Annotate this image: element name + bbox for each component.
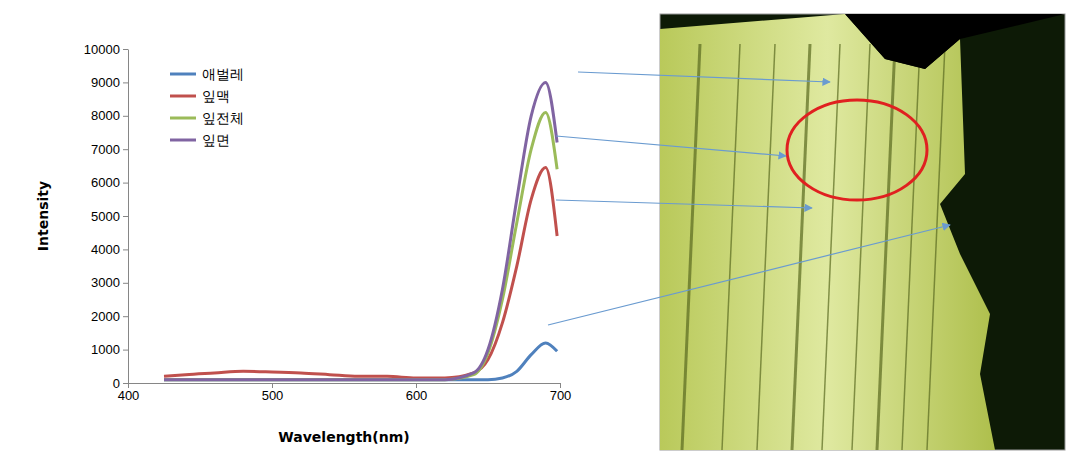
legend: 애벌레잎맥잎전체잎면 — [170, 66, 244, 148]
legend-item: 잎맥 — [170, 88, 230, 104]
y-tick-label: 10000 — [84, 42, 120, 57]
y-tick: 8000 — [91, 108, 128, 123]
y-tick-label: 4000 — [91, 242, 120, 257]
y-tick: 6000 — [91, 175, 128, 190]
legend-item: 잎전체 — [170, 110, 244, 126]
y-tick-label: 6000 — [91, 175, 120, 190]
legend-swatch — [170, 117, 196, 120]
canvas: 0100020003000400050006000700080009000100… — [0, 0, 1089, 465]
series-line — [164, 168, 557, 378]
plot-lines — [164, 82, 557, 379]
arrow — [578, 72, 830, 82]
x-axis-line — [129, 383, 561, 384]
y-tick-label: 3000 — [91, 275, 120, 290]
legend-label: 잎전체 — [202, 110, 244, 126]
x-tick-label: 500 — [262, 388, 284, 403]
legend-label: 잎면 — [202, 132, 230, 148]
leaf-shape — [660, 14, 995, 450]
arrows — [548, 72, 950, 325]
image-dark-region — [845, 14, 1065, 69]
arrow — [548, 225, 950, 325]
y-tick: 10000 — [84, 42, 128, 57]
y-tick: 9000 — [91, 75, 128, 90]
y-tick: 1000 — [91, 342, 128, 357]
y-tick-label: 2000 — [91, 309, 120, 324]
legend-swatch — [170, 95, 196, 98]
leaf-veins — [682, 44, 945, 450]
y-tick-mark — [123, 350, 128, 351]
leaf-vein — [927, 44, 945, 450]
y-tick-label: 8000 — [91, 108, 120, 123]
y-tick-label: 7000 — [91, 142, 120, 157]
legend-label: 애벌레 — [202, 66, 244, 82]
y-axis-line — [128, 50, 129, 384]
arrow — [556, 200, 812, 208]
legend-item: 잎면 — [170, 132, 230, 148]
highlight-ellipse — [787, 100, 927, 200]
y-tick-mark — [123, 249, 128, 250]
x-tick: 600 — [406, 383, 428, 403]
y-tick-mark — [123, 383, 128, 384]
y-tick-label: 5000 — [91, 209, 120, 224]
series-line — [164, 82, 557, 379]
leaf-vein — [722, 44, 740, 450]
y-tick-mark — [123, 82, 128, 83]
y-tick: 4000 — [91, 242, 128, 257]
x-tick-label: 600 — [406, 388, 428, 403]
leaf-vein — [682, 44, 700, 450]
y-tick-mark — [123, 316, 128, 317]
y-axis-title: Intensity — [35, 181, 51, 251]
y-tick-mark — [123, 149, 128, 150]
series-line — [164, 112, 557, 379]
series-line — [164, 343, 557, 380]
y-axis: 0100020003000400050006000700080009000100… — [84, 42, 129, 391]
legend-item: 애벌레 — [170, 66, 244, 82]
leaf-vein — [902, 44, 920, 450]
y-tick-mark — [123, 216, 128, 217]
y-tick: 5000 — [91, 209, 128, 224]
y-tick: 7000 — [91, 142, 128, 157]
legend-label: 잎맥 — [202, 88, 230, 104]
y-tick-mark — [123, 183, 128, 184]
x-tick: 400 — [118, 383, 140, 403]
x-axis: 400 500 600 700 — [118, 383, 572, 403]
y-tick-label: 9000 — [91, 75, 120, 90]
y-tick-mark — [123, 283, 128, 284]
arrow — [556, 136, 786, 156]
y-tick-mark — [123, 49, 128, 50]
y-tick: 3000 — [91, 275, 128, 290]
y-tick: 2000 — [91, 309, 128, 324]
legend-swatch — [170, 73, 196, 76]
y-tick-mark — [123, 116, 128, 117]
x-tick-label: 700 — [550, 388, 572, 403]
x-axis-title: Wavelength(nm) — [278, 429, 409, 445]
legend-swatch — [170, 139, 196, 142]
x-tick: 500 — [262, 383, 284, 403]
x-tick: 700 — [550, 383, 572, 403]
image-frame — [660, 14, 1065, 450]
y-tick-label: 1000 — [91, 342, 120, 357]
leaf-vein — [792, 44, 810, 450]
x-tick-label: 400 — [118, 388, 140, 403]
leaf-vein — [757, 44, 775, 450]
leaf-image — [660, 14, 1065, 450]
